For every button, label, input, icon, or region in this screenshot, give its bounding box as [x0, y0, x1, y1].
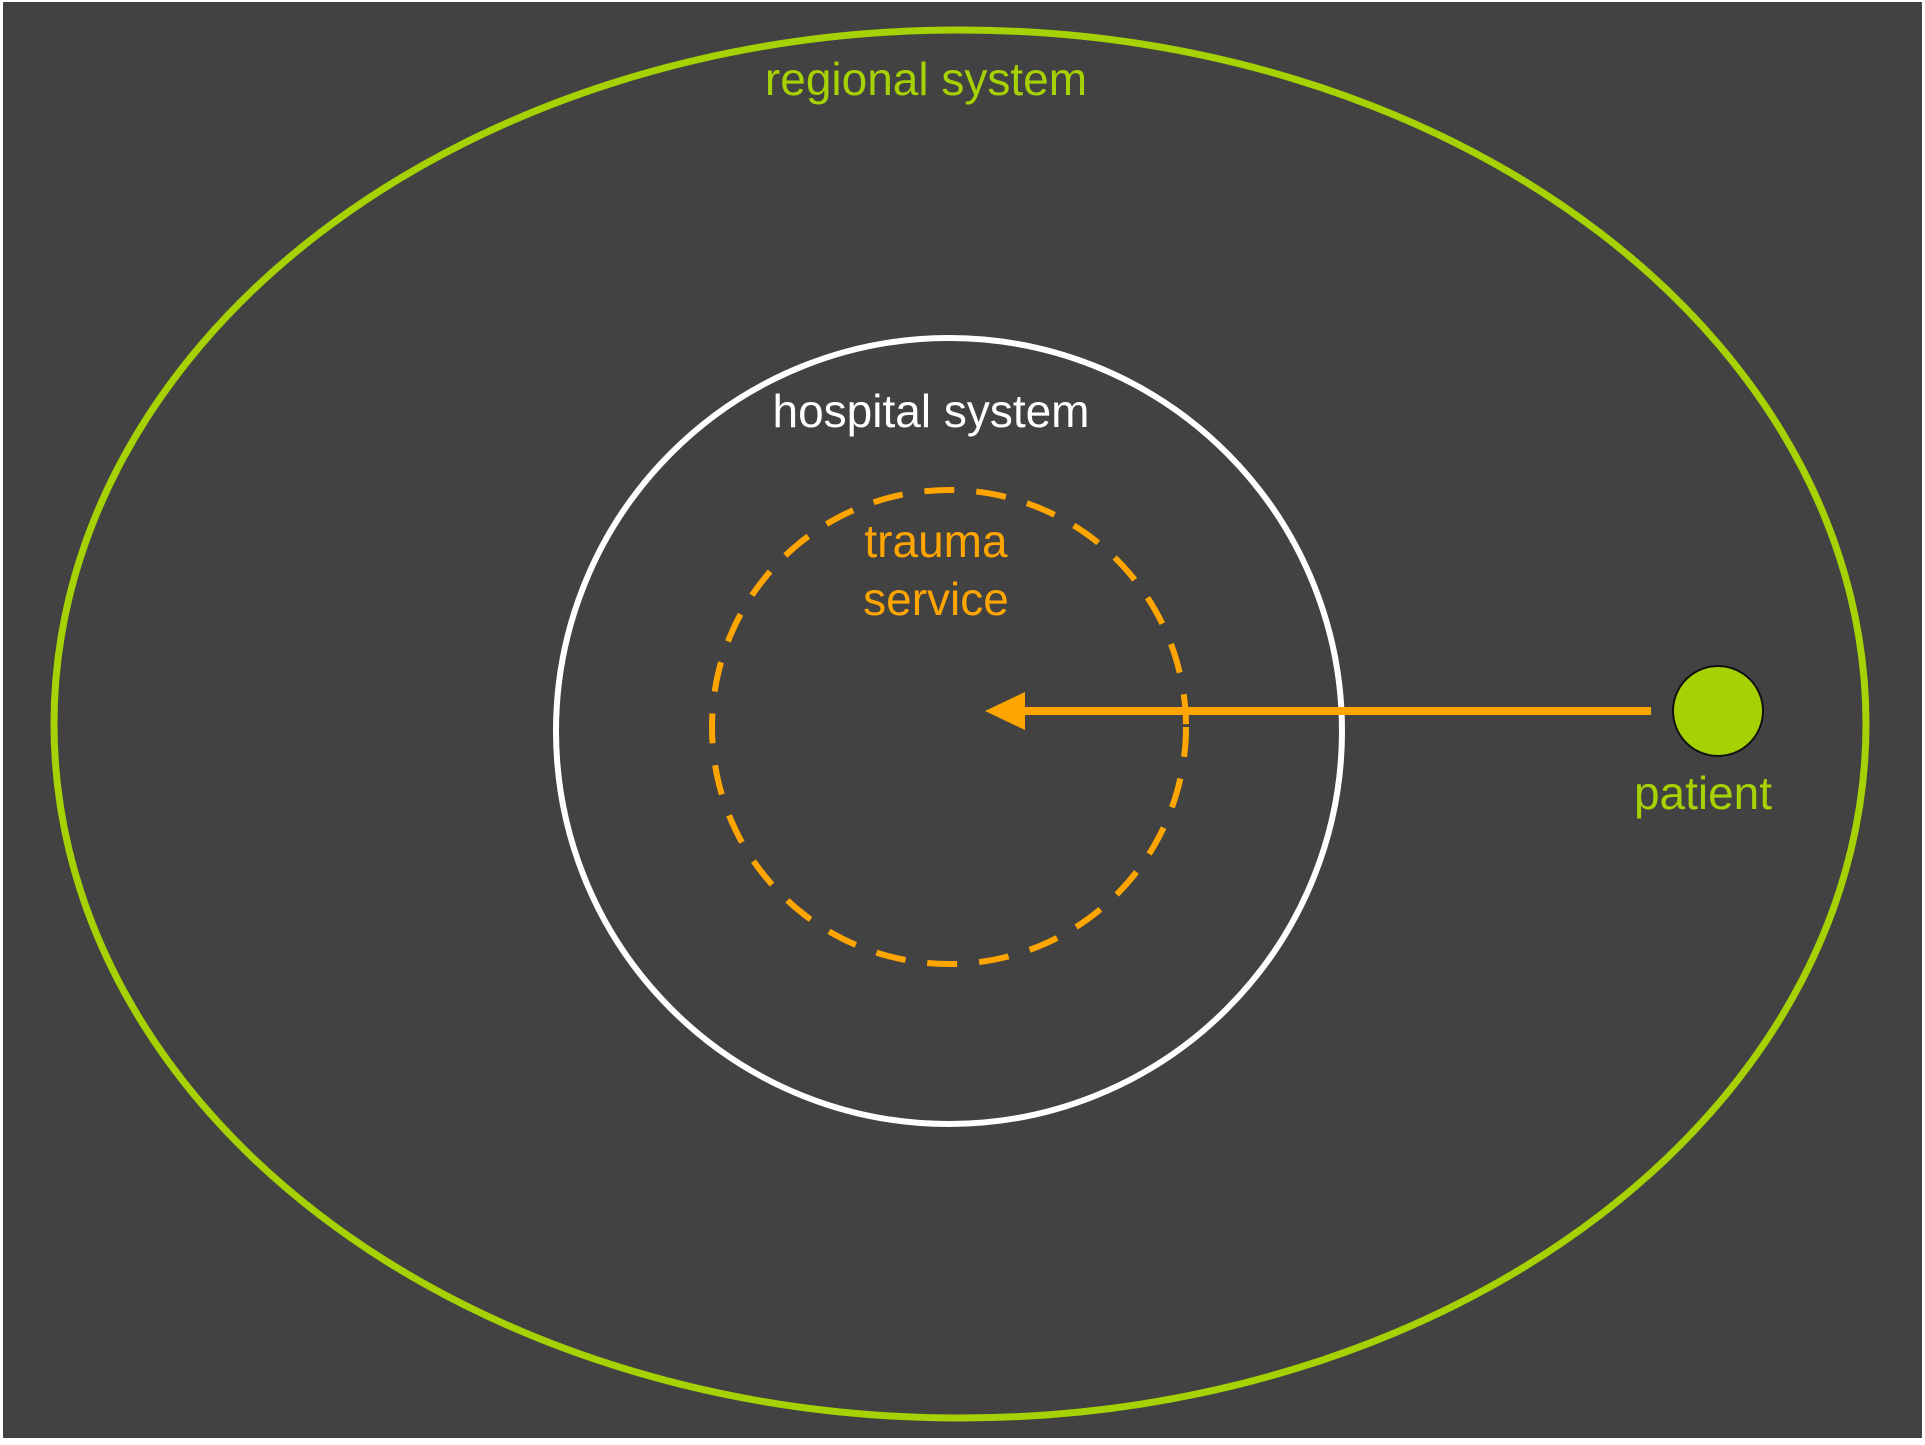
patient-label: patient — [1634, 767, 1772, 819]
diagram-background — [3, 2, 1922, 1438]
regional-system-label: regional system — [765, 53, 1087, 105]
hospital-system-label: hospital system — [772, 385, 1089, 437]
trauma-service-label-line2: service — [863, 573, 1009, 625]
patient-circle-icon — [1672, 665, 1764, 757]
arrow-left-icon — [985, 692, 1651, 730]
regional-system-ellipse — [50, 26, 1870, 1422]
hospital-system-circle — [553, 335, 1345, 1127]
trauma-service-label-line1: trauma — [864, 515, 1008, 567]
trauma-service-circle — [709, 487, 1189, 967]
patient-to-trauma-arrow-head — [985, 692, 1025, 730]
